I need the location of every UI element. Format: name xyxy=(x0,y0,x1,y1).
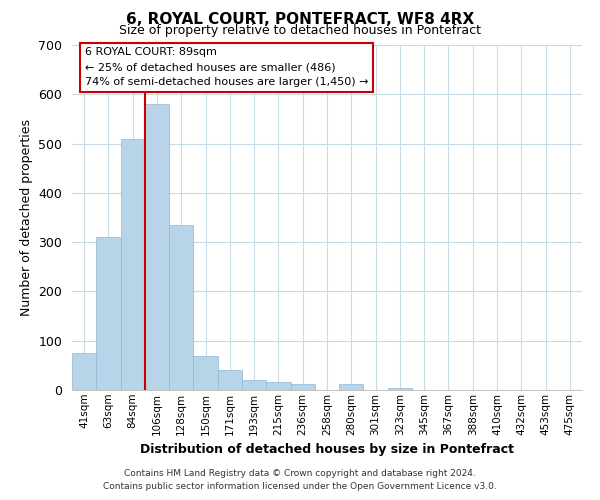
Bar xyxy=(96,237,121,390)
Bar xyxy=(290,384,315,390)
Text: Size of property relative to detached houses in Pontefract: Size of property relative to detached ho… xyxy=(119,24,481,37)
Bar xyxy=(339,384,364,390)
Bar xyxy=(218,370,242,390)
Bar xyxy=(121,138,145,390)
Y-axis label: Number of detached properties: Number of detached properties xyxy=(20,119,33,316)
Text: Contains HM Land Registry data © Crown copyright and database right 2024.
Contai: Contains HM Land Registry data © Crown c… xyxy=(103,469,497,491)
Bar xyxy=(242,380,266,390)
Bar xyxy=(388,388,412,390)
Bar xyxy=(169,225,193,390)
Bar xyxy=(266,382,290,390)
Bar xyxy=(193,356,218,390)
Text: 6 ROYAL COURT: 89sqm
← 25% of detached houses are smaller (486)
74% of semi-deta: 6 ROYAL COURT: 89sqm ← 25% of detached h… xyxy=(85,48,368,87)
X-axis label: Distribution of detached houses by size in Pontefract: Distribution of detached houses by size … xyxy=(140,443,514,456)
Bar xyxy=(72,353,96,390)
Text: 6, ROYAL COURT, PONTEFRACT, WF8 4RX: 6, ROYAL COURT, PONTEFRACT, WF8 4RX xyxy=(126,12,474,28)
Bar xyxy=(145,104,169,390)
